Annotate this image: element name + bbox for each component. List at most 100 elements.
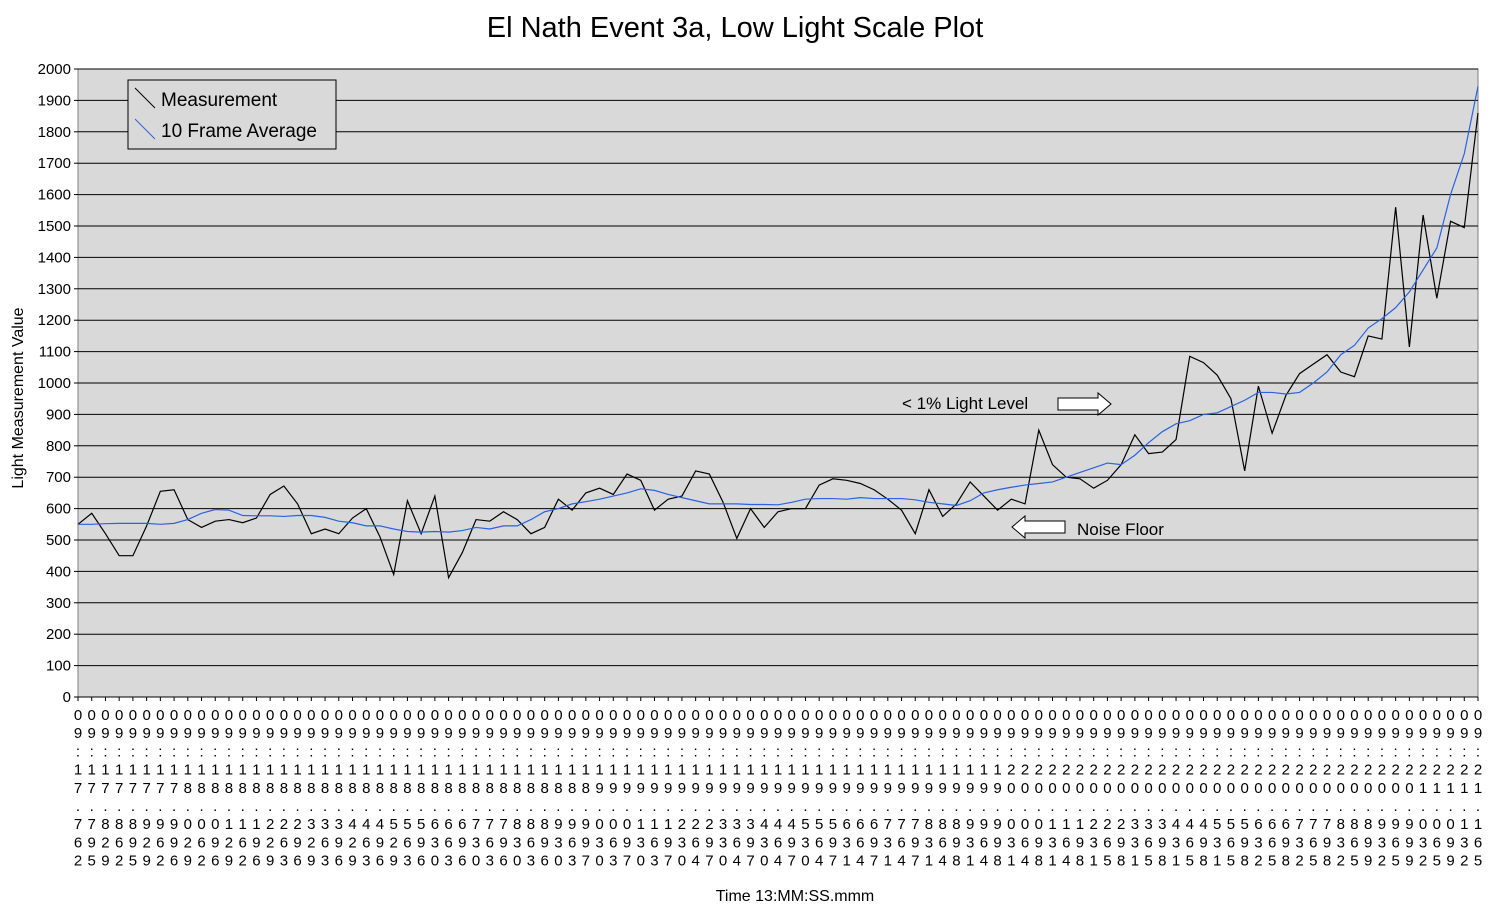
y-tick-label: 1400 xyxy=(38,249,71,266)
legend: Measurement 10 Frame Average xyxy=(127,79,337,150)
y-tick-label: 1300 xyxy=(38,281,71,298)
y-tick-label: 400 xyxy=(46,563,71,580)
y-tick-label: 500 xyxy=(46,532,71,549)
arrow xyxy=(1057,391,1112,417)
y-tick-label: 1700 xyxy=(38,155,71,172)
grid xyxy=(74,68,1479,701)
legend-label: 10 Frame Average xyxy=(161,121,317,142)
y-tick-label: 0 xyxy=(63,689,71,706)
legend-swatch xyxy=(134,87,156,109)
chart-title: El Nath Event 3a, Low Light Scale Plot xyxy=(487,12,984,44)
y-tick-label: 900 xyxy=(46,406,71,423)
legend-label: Measurement xyxy=(161,90,278,111)
annotation: Noise Floor xyxy=(1077,520,1164,539)
marks xyxy=(77,86,1479,580)
y-tick-label: 1600 xyxy=(38,187,71,204)
legend-swatch xyxy=(134,118,156,140)
series-line xyxy=(78,86,1479,533)
y-tick-label: 1000 xyxy=(38,375,71,392)
legend-box xyxy=(127,79,337,150)
y-tick-label: 300 xyxy=(46,595,71,612)
y-axis-title: Light Measurement Value xyxy=(10,307,27,488)
series-line xyxy=(77,112,1479,580)
y-tick-label: 600 xyxy=(46,501,71,518)
annotation: < 1% Light Level xyxy=(902,394,1028,413)
y-tick-label: 1200 xyxy=(38,312,71,329)
y-tick-label: 1100 xyxy=(39,344,71,361)
x-axis-title: Time 13:MM:SS.mmm xyxy=(716,888,875,905)
y-tick-label: 200 xyxy=(46,626,71,643)
y-tick-label: 1900 xyxy=(38,92,71,109)
y-tick-label: 100 xyxy=(46,658,71,675)
y-tick-label: 700 xyxy=(46,469,71,486)
